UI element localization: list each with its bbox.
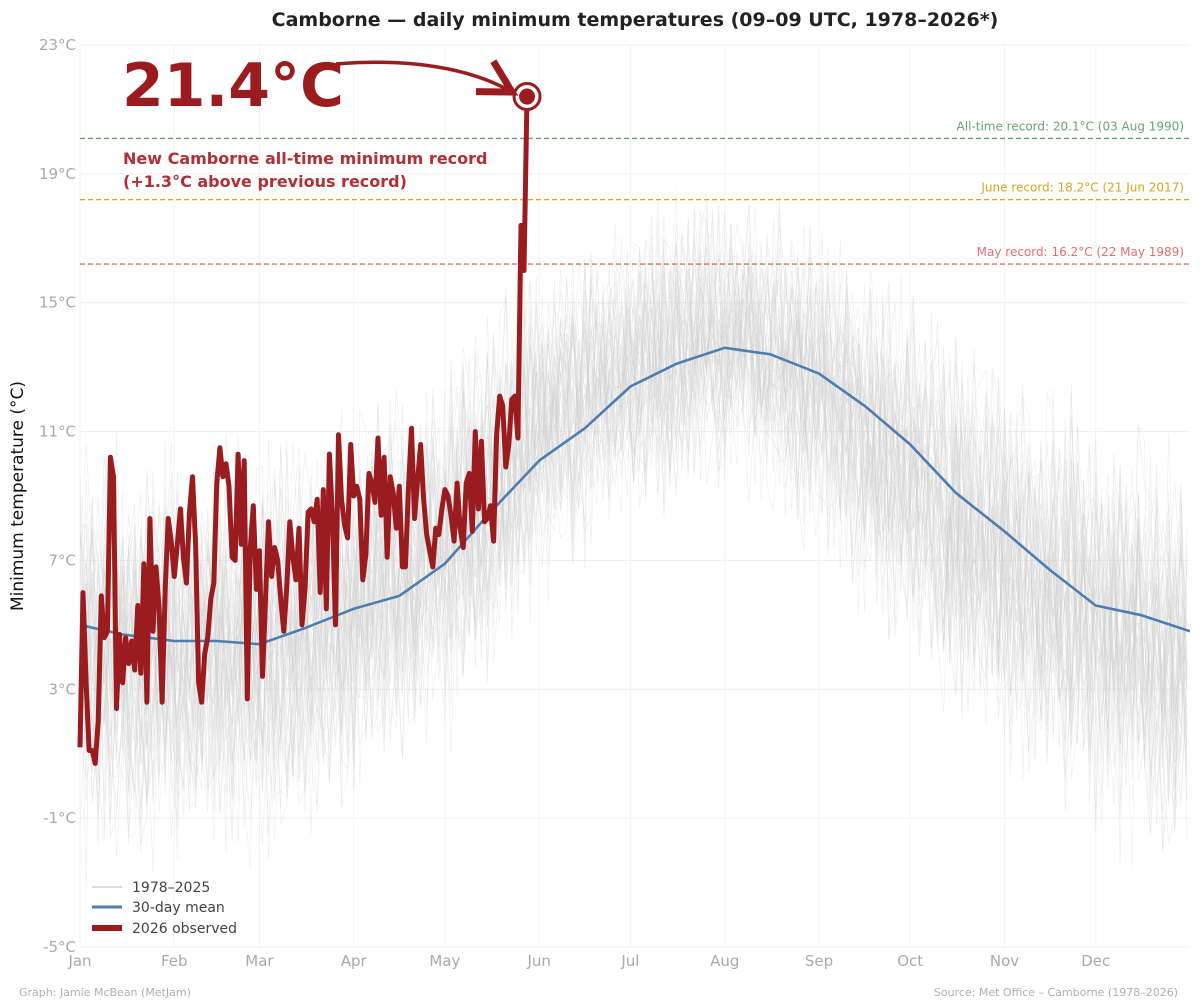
reference-lines: All-time record: 20.1°C (03 Aug 1990) Jun…	[80, 119, 1190, 265]
y-tick-label: -1°C	[43, 809, 76, 827]
y-axis-ticks: -5°C -1°C 3°C 7°C 11°C 15°C 19°C 23°C	[39, 36, 76, 956]
historical-year-line	[80, 202, 1188, 830]
historical-year-line	[80, 189, 1188, 809]
legend: 1978–2025 30-day mean 2026 observed	[92, 880, 237, 937]
legend-label-historical: 1978–2025	[132, 880, 210, 896]
historical-year-line	[80, 245, 1188, 860]
historical-year-line	[80, 221, 1188, 865]
historical-year-line	[80, 220, 1188, 853]
x-tick-label: Jan	[67, 952, 91, 970]
record-value-annotation: 21.4°C	[122, 51, 344, 121]
y-tick-label: 7°C	[48, 551, 76, 569]
y-axis-label: Minimum temperature (°C)	[8, 381, 28, 611]
observed-line	[77, 96, 530, 766]
historical-year-line	[80, 190, 1188, 867]
historical-year-line	[80, 203, 1188, 829]
reference-line-label: June record: 18.2°C (21 Jun 2017)	[980, 181, 1184, 195]
y-tick-label: 11°C	[39, 423, 76, 441]
y-tick-label: 23°C	[39, 36, 76, 54]
historical-year-line	[80, 222, 1188, 844]
annotation-arrow	[335, 62, 512, 92]
historical-year-line	[80, 216, 1188, 852]
historical-year-line	[80, 222, 1188, 831]
y-tick-label: 15°C	[39, 294, 76, 312]
record-annotation-line1: New Camborne all-time minimum record	[123, 149, 487, 168]
y-tick-label: 19°C	[39, 165, 76, 183]
y-tick-label: 3°C	[48, 680, 76, 698]
x-tick-label: Jul	[620, 952, 639, 970]
record-point	[519, 88, 536, 105]
y-tick-label: -5°C	[43, 938, 76, 956]
historical-year-line	[80, 242, 1188, 837]
historical-year-line	[80, 208, 1188, 802]
legend-label-mean: 30-day mean	[132, 900, 225, 916]
x-tick-label: Apr	[341, 952, 368, 970]
reference-line-label: All-time record: 20.1°C (03 Aug 1990)	[957, 119, 1184, 133]
x-tick-label: Aug	[710, 952, 739, 970]
x-tick-label: Dec	[1081, 952, 1110, 970]
historical-year-line	[80, 250, 1188, 809]
historical-year-line	[80, 251, 1188, 820]
x-tick-label: May	[429, 952, 460, 970]
x-tick-label: Oct	[897, 952, 923, 970]
chart-title: Camborne — daily minimum temperatures (0…	[272, 9, 999, 31]
historical-year-line	[80, 248, 1188, 835]
historical-year-line	[80, 218, 1188, 795]
x-tick-label: Sep	[805, 952, 833, 970]
historical-year-line	[80, 201, 1188, 835]
x-tick-label: Jun	[526, 952, 550, 970]
record-annotation-line2: (+1.3°C above previous record)	[123, 172, 407, 191]
x-axis-ticks: Jan Feb Mar Apr May Jun Jul Aug Sep Oct Nov Dec	[67, 952, 1110, 970]
historical-year-line	[80, 222, 1188, 841]
x-tick-label: Nov	[990, 952, 1019, 970]
credit-source: Source: Met Office – Camborne (1978–2026…	[934, 986, 1178, 999]
observed-series	[77, 82, 542, 766]
legend-label-observed: 2026 observed	[132, 921, 237, 937]
historical-year-line	[80, 210, 1188, 811]
x-tick-label: Feb	[161, 952, 188, 970]
credit-author: Graph: Jamie McBean (MetJam)	[19, 986, 191, 999]
reference-line-label: May record: 16.2°C (22 May 1989)	[977, 245, 1184, 259]
x-tick-label: Mar	[245, 952, 274, 970]
